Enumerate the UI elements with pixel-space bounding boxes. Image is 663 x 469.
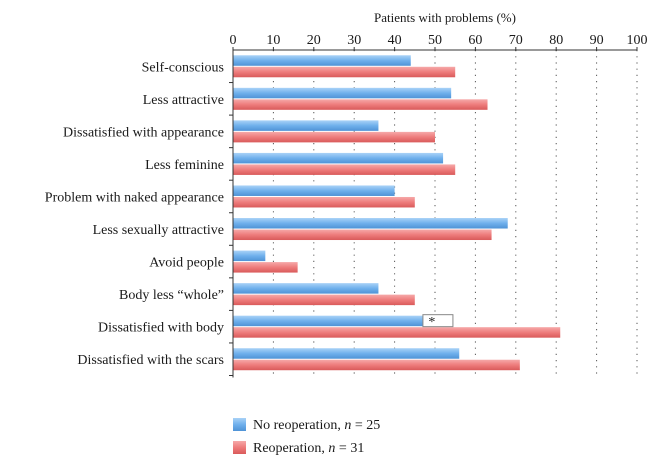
x-tick-label: 30 — [347, 33, 361, 48]
bar-reoperation — [233, 99, 488, 110]
legend-label: No reoperation, n = 25 — [253, 418, 380, 433]
bar-reoperation — [233, 196, 415, 208]
x-tick-label: 60 — [468, 33, 482, 48]
x-tick-label: 70 — [509, 33, 523, 48]
bar-no-reoperation — [233, 218, 508, 229]
bar-no-reoperation — [233, 315, 427, 327]
category-label: Dissatisfied with body — [98, 321, 224, 336]
bar-no-reoperation — [233, 283, 379, 294]
category-label: Less feminine — [145, 158, 224, 173]
x-tick-label: 100 — [627, 33, 648, 48]
x-tick-label: 50 — [428, 33, 442, 48]
legend-label: Reoperation, n = 31 — [253, 441, 364, 456]
bar-no-reoperation — [233, 348, 460, 359]
x-tick-label: 90 — [590, 33, 604, 48]
category-label: Less sexually attractive — [93, 223, 224, 238]
category-label: Dissatisfied with appearance — [63, 125, 224, 140]
category-label: Dissatisfied with the scars — [77, 353, 224, 368]
category-label: Avoid people — [149, 256, 224, 271]
x-tick-label: 20 — [307, 33, 321, 48]
x-tick-label: 80 — [549, 33, 563, 48]
bar-reoperation — [233, 327, 561, 338]
bar-no-reoperation — [233, 152, 444, 164]
x-axis-title: Patients with problems (%) — [374, 10, 516, 25]
bar-reoperation — [233, 359, 520, 371]
category-label: Less attractive — [143, 93, 224, 108]
bar-no-reoperation — [233, 250, 266, 262]
category-label: Body less “whole” — [119, 288, 224, 303]
bar-no-reoperation — [233, 120, 379, 131]
bar-no-reoperation — [233, 87, 452, 99]
annotation-box — [422, 314, 454, 328]
bar-no-reoperation — [233, 55, 411, 66]
bar-reoperation — [233, 164, 456, 175]
bar-reoperation — [233, 262, 298, 273]
legend-swatch — [233, 418, 246, 431]
bar-reoperation — [233, 131, 435, 143]
annotation-asterisk: * — [428, 315, 435, 330]
x-tick-label: 40 — [388, 33, 402, 48]
category-label: Problem with naked appearance — [45, 190, 224, 205]
significance-annotation: * — [422, 314, 454, 330]
x-tick-label: 10 — [266, 33, 280, 48]
category-label: Self-conscious — [142, 60, 224, 75]
bar-no-reoperation — [233, 185, 395, 196]
legend-swatch — [233, 441, 246, 454]
bar-reoperation — [233, 294, 415, 306]
bar-reoperation — [233, 66, 456, 78]
bar-reoperation — [233, 229, 492, 241]
x-tick-label: 0 — [230, 33, 237, 48]
